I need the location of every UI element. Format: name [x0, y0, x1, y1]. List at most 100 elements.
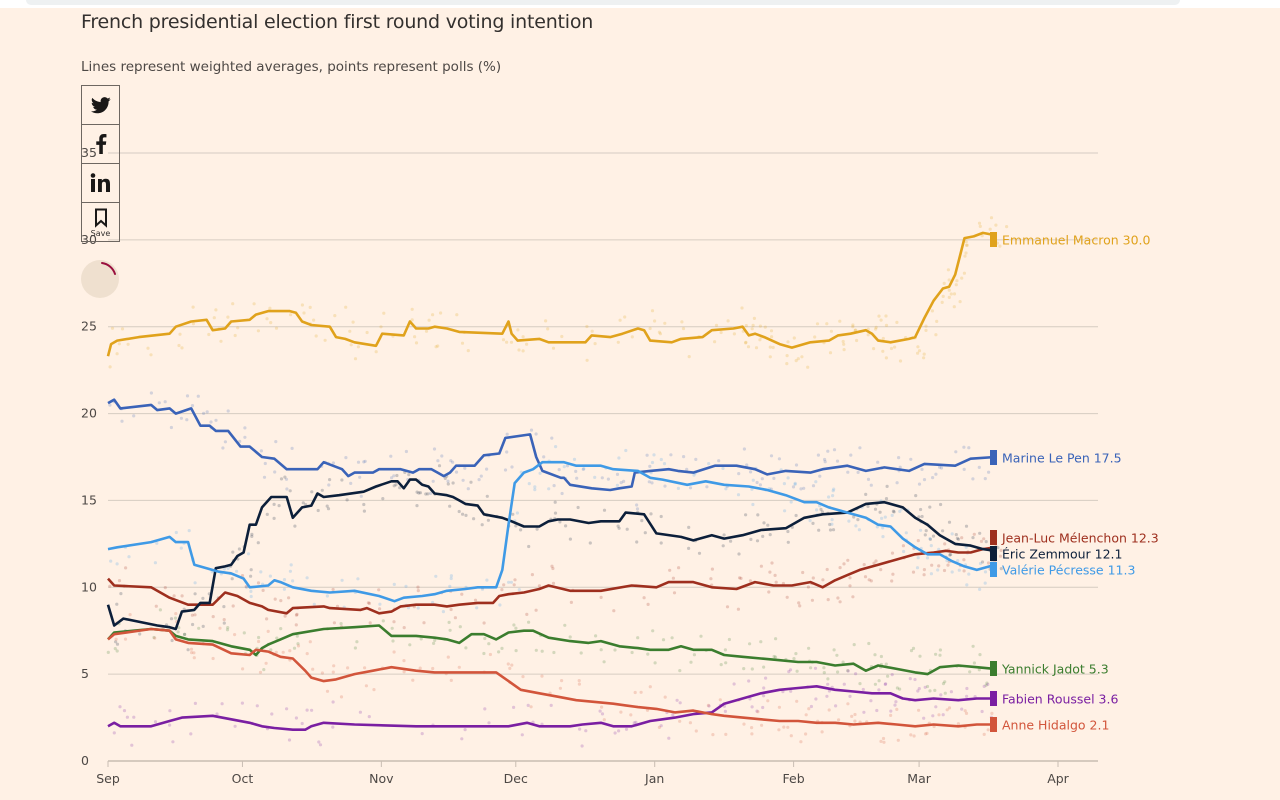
- poll-point: [351, 320, 355, 324]
- poll-point: [838, 566, 842, 570]
- poll-point: [949, 690, 954, 694]
- poll-point: [884, 323, 889, 327]
- poll-point: [908, 677, 912, 681]
- poll-point: [634, 720, 638, 724]
- poll-point: [127, 555, 131, 559]
- x-tick-label: Jan: [644, 771, 664, 786]
- poll-point: [689, 660, 693, 664]
- poll-point: [850, 714, 854, 719]
- poll-point: [193, 613, 197, 617]
- share-facebook-button[interactable]: [81, 124, 120, 164]
- poll-point: [381, 497, 385, 501]
- poll-point: [846, 470, 850, 474]
- poll-point: [316, 508, 320, 513]
- poll-point: [749, 470, 753, 474]
- poll-point: [917, 687, 921, 691]
- poll-point: [962, 569, 966, 573]
- poll-point: [789, 689, 793, 693]
- poll-point: [823, 460, 827, 464]
- poll-point: [483, 636, 487, 641]
- share-linkedin-button[interactable]: [81, 163, 120, 203]
- poll-point: [820, 730, 824, 734]
- x-tick-label: Apr: [1047, 771, 1069, 786]
- poll-point: [331, 461, 335, 465]
- poll-point: [624, 727, 629, 731]
- series-line-jean-luc-melenchon: [107, 546, 996, 615]
- poll-point: [480, 523, 484, 527]
- facebook-icon: [95, 134, 106, 154]
- poll-point: [630, 335, 634, 339]
- poll-point: [978, 531, 982, 535]
- poll-point: [883, 515, 887, 519]
- poll-point: [311, 667, 315, 671]
- poll-point: [245, 585, 249, 589]
- poll-point: [292, 646, 297, 650]
- poll-point: [214, 308, 218, 312]
- poll-point: [924, 324, 928, 328]
- poll-point: [451, 460, 455, 464]
- poll-point: [877, 688, 881, 692]
- poll-point: [826, 682, 830, 686]
- poll-point: [723, 709, 728, 714]
- poll-point: [736, 607, 741, 611]
- poll-point: [687, 546, 691, 551]
- poll-point: [448, 584, 452, 589]
- poll-point: [398, 486, 402, 490]
- poll-point: [724, 732, 728, 737]
- poll-point: [173, 616, 178, 620]
- poll-point: [934, 652, 938, 656]
- poll-point: [132, 715, 136, 719]
- poll-point: [881, 526, 885, 530]
- poll-point: [274, 440, 278, 444]
- poll-point: [320, 671, 324, 675]
- poll-point: [985, 681, 989, 685]
- poll-point: [110, 326, 115, 330]
- poll-point: [682, 455, 686, 459]
- poll-point: [190, 404, 195, 408]
- x-tick-label: Nov: [369, 771, 394, 786]
- poll-point: [971, 644, 975, 648]
- poll-point: [697, 551, 702, 555]
- poll-point: [873, 507, 878, 511]
- poll-point: [750, 726, 754, 730]
- poll-point: [678, 701, 682, 705]
- poll-point: [552, 484, 556, 488]
- poll-point: [426, 492, 430, 496]
- poll-point: [746, 345, 751, 349]
- poll-point: [947, 520, 952, 524]
- poll-point: [516, 328, 520, 332]
- poll-point: [866, 333, 870, 337]
- share-twitter-button[interactable]: [81, 85, 120, 125]
- poll-point: [109, 559, 113, 563]
- poll-point: [395, 473, 399, 478]
- poll-point: [506, 662, 510, 666]
- poll-point: [404, 584, 408, 588]
- poll-point: [826, 598, 830, 602]
- poll-point: [300, 721, 304, 726]
- series-line-yannick-jadot: [107, 624, 996, 676]
- poll-point: [915, 566, 920, 570]
- poll-point: [207, 332, 211, 337]
- poll-point: [999, 548, 1003, 553]
- poll-point: [750, 705, 754, 709]
- end-marker-anne-hidalgo: [990, 717, 997, 732]
- poll-point: [230, 577, 234, 581]
- poll-point: [326, 507, 331, 511]
- poll-point: [880, 516, 884, 521]
- poll-point: [956, 537, 961, 541]
- poll-point: [440, 454, 444, 458]
- end-label-valerie-pecresse: Valérie Pécresse 11.3: [1002, 563, 1135, 578]
- poll-point: [831, 489, 835, 493]
- poll-point: [851, 323, 855, 327]
- poll-point: [807, 707, 811, 711]
- poll-point: [659, 541, 663, 545]
- poll-point: [505, 450, 509, 454]
- poll-point: [114, 640, 118, 644]
- poll-point: [512, 583, 516, 587]
- poll-point: [236, 326, 240, 330]
- poll-point: [928, 689, 932, 693]
- poll-point: [463, 466, 467, 470]
- poll-point: [836, 596, 840, 600]
- poll-point: [848, 584, 852, 588]
- save-button[interactable]: Save: [81, 202, 120, 242]
